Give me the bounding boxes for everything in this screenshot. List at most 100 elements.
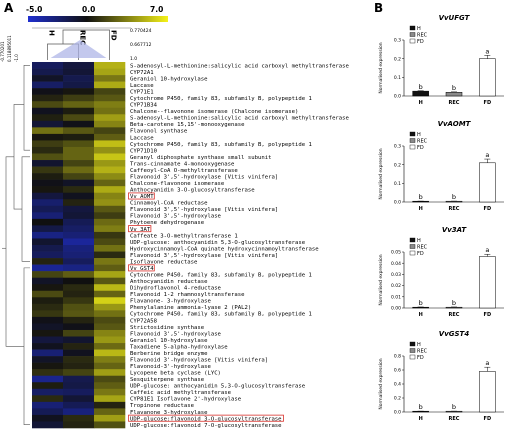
legend-label: FD	[417, 145, 424, 151]
heatmap-cell	[32, 173, 64, 180]
heatmap-cell	[94, 349, 126, 357]
legend-label: H	[417, 238, 421, 244]
heatmap-cell	[94, 199, 126, 207]
heatmap-cell	[94, 62, 126, 69]
row-label: Flavonoid 3',5'-hydroxylase	[130, 331, 222, 337]
y-tick-label: 0.00	[391, 306, 401, 312]
row-label: Flavonoid 3'-hydroxylase [Vitis vinifera…	[130, 357, 268, 363]
row-label: Flavanone 3-hydroxylase	[130, 410, 208, 416]
heatmap-cell	[94, 343, 126, 350]
heatmap-cell	[94, 94, 126, 102]
heatmap-cell	[63, 133, 95, 141]
heatmap-cell	[32, 408, 64, 416]
row-label: Flavonoid 3',5'-hydroxylase	[130, 214, 222, 220]
dendrogram-node-highlight	[50, 40, 107, 58]
heatmap-cell	[32, 251, 64, 259]
heatmap-cell	[32, 271, 64, 278]
heatmap-cell	[94, 153, 126, 161]
x-tick-label: FD	[484, 416, 492, 422]
x-tick-label: FD	[484, 100, 492, 106]
heatmap-cell	[32, 388, 64, 396]
row-label: Vv AOMT	[130, 194, 154, 200]
significance-letter: b	[452, 193, 456, 201]
heatmap-cell	[94, 192, 126, 200]
heatmap-cell	[63, 297, 95, 305]
row-label: Flavonoid 1-2 rhamnosyltransferase	[130, 292, 245, 298]
legend-label: REC	[417, 244, 428, 250]
heatmap-cell	[94, 81, 126, 89]
row-label: Trans-cinnamate 4-monooxygenase	[130, 161, 235, 167]
legend-swatch	[409, 32, 416, 37]
column-header: FD	[110, 30, 118, 41]
heatmap-cell	[32, 94, 64, 102]
dendrogram-value: 1.0	[130, 56, 137, 62]
legend-swatch	[409, 348, 416, 353]
row-label: CYP72A58	[130, 318, 158, 324]
y-tick-label: 0.01	[391, 294, 401, 300]
heatmap-cell	[94, 133, 126, 141]
dendrogram-value: 0.667712	[130, 42, 152, 48]
row-dendrogram	[2, 64, 30, 426]
row-label: CYP81E1 Isoflavone 2'-hydroxylase	[130, 397, 242, 403]
heatmap-cell	[94, 127, 126, 135]
heatmap-cells	[32, 62, 126, 429]
row-label: Chalcone--flavonone isomerase (Chalcone …	[130, 109, 298, 115]
y-axis-label: Normalised expression	[378, 358, 384, 409]
heatmap-cell	[94, 323, 126, 331]
heatmap-cell	[32, 303, 64, 311]
heatmap-cell	[63, 114, 95, 122]
row-label: UDP-glucose:flavonoid 7-O-glucosyltransf…	[130, 423, 282, 429]
y-tick-label: 0.3	[394, 144, 401, 150]
heatmap-cell	[63, 94, 95, 102]
colorbar	[28, 16, 168, 22]
y-tick-label: 0.1	[394, 181, 401, 187]
heatmap-cell	[63, 107, 95, 115]
heatmap-cell	[63, 264, 95, 272]
heatmap-cell	[63, 408, 95, 416]
heatmap-cell	[94, 251, 126, 259]
legend-swatch	[409, 244, 416, 249]
significance-letter: b	[452, 403, 456, 411]
heatmap-cell	[94, 88, 126, 95]
y-tick-label: 0.0	[394, 94, 401, 100]
row-label: Geranyl diphosphate synthase small subun…	[130, 155, 271, 161]
heatmap-cell	[63, 316, 95, 324]
heatmap-cell	[63, 75, 95, 82]
chart-title: VvGST4	[439, 330, 470, 338]
row-label: Caffeate 3-O-methyltransferase 1	[130, 233, 238, 239]
heatmap-cell	[63, 277, 95, 285]
column-header: REC	[79, 30, 87, 45]
legend-label: REC	[417, 32, 428, 38]
significance-letter: b	[419, 83, 423, 91]
legend-swatch	[409, 237, 416, 243]
colorbar-min-label: -5.0	[26, 5, 42, 14]
heatmap-cell	[94, 225, 126, 233]
heatmap-cell	[94, 375, 126, 383]
heatmap-cell	[94, 205, 126, 213]
legend-swatch	[409, 25, 416, 31]
row-label: Flavonoid 3',5'-hydroxylase [Vitis vinif…	[130, 174, 278, 180]
bar-chart: VvGST4 Normalised expression 0.0 0.2 0.4 0.6 0…	[378, 330, 504, 422]
heatmap-cell	[94, 264, 126, 272]
legend-swatch	[409, 354, 416, 360]
heatmap-cell	[63, 173, 95, 180]
heatmap-cell	[63, 382, 95, 390]
heatmap-cell	[63, 166, 95, 174]
heatmap-cell	[94, 120, 126, 128]
significance-letter: a	[485, 359, 489, 367]
heatmap-cell	[63, 414, 95, 422]
heatmap-cell	[63, 88, 95, 95]
y-tick-label: 0.6	[394, 368, 401, 374]
heatmap-cell	[94, 245, 126, 252]
row-label: Laccase	[130, 135, 154, 141]
heatmap-cell	[94, 179, 126, 187]
heatmap-cell	[63, 205, 95, 213]
x-tick-label: H	[419, 206, 423, 212]
chart-title: VvAOMT	[438, 120, 472, 128]
heatmap-cell	[32, 146, 64, 154]
bar-chart: VvAOMT Normalised expression 0.0 0.1 0.2 0.3 b…	[378, 120, 504, 212]
legend-label: H	[417, 132, 421, 138]
bar	[412, 306, 429, 309]
heatmap-cell	[63, 271, 95, 278]
heatmap-cell	[32, 395, 64, 403]
